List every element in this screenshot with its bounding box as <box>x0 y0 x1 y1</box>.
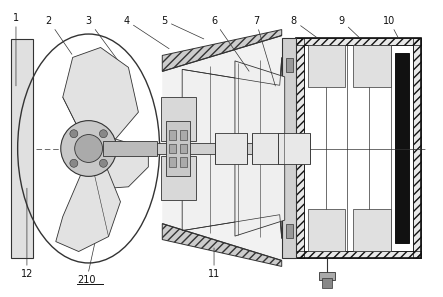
Bar <box>322 278 332 288</box>
Bar <box>252 132 284 165</box>
Text: 9: 9 <box>338 16 360 39</box>
Polygon shape <box>162 224 282 266</box>
Bar <box>161 157 196 200</box>
Text: 10: 10 <box>383 16 399 38</box>
Text: 12: 12 <box>21 188 33 279</box>
Polygon shape <box>162 30 282 71</box>
Circle shape <box>61 121 117 176</box>
Text: 4: 4 <box>124 16 169 49</box>
Bar <box>286 59 293 72</box>
Text: 2: 2 <box>46 16 72 54</box>
Bar <box>130 143 295 154</box>
Bar <box>169 143 176 154</box>
Bar <box>303 45 413 251</box>
Circle shape <box>99 130 107 138</box>
Bar <box>215 132 247 165</box>
Bar <box>169 157 176 168</box>
Circle shape <box>99 159 107 167</box>
Polygon shape <box>182 57 282 238</box>
Polygon shape <box>235 61 285 236</box>
Bar <box>166 121 190 176</box>
Polygon shape <box>162 36 282 260</box>
Circle shape <box>75 135 103 162</box>
Bar <box>354 209 391 251</box>
Bar <box>395 53 409 243</box>
Bar <box>278 132 310 165</box>
Bar <box>354 45 391 87</box>
Text: 210: 210 <box>78 241 96 285</box>
Bar <box>180 129 187 140</box>
Bar <box>295 37 421 258</box>
Polygon shape <box>63 48 138 149</box>
Text: 11: 11 <box>208 248 220 279</box>
Polygon shape <box>81 139 148 189</box>
Bar <box>169 129 176 140</box>
Bar <box>103 140 157 157</box>
Circle shape <box>70 130 78 138</box>
Text: 1: 1 <box>13 12 19 86</box>
Text: 5: 5 <box>161 16 204 39</box>
Bar <box>286 224 293 238</box>
Text: 8: 8 <box>291 16 319 39</box>
Bar <box>180 143 187 154</box>
Bar <box>11 39 33 258</box>
Polygon shape <box>56 149 120 252</box>
Bar <box>282 37 295 258</box>
Bar <box>161 97 196 140</box>
Text: 6: 6 <box>211 16 249 71</box>
Bar <box>307 45 346 87</box>
Bar <box>307 209 346 251</box>
Text: 7: 7 <box>253 16 276 86</box>
Bar <box>180 157 187 168</box>
Circle shape <box>70 159 78 167</box>
Bar <box>319 272 335 280</box>
Text: 3: 3 <box>85 16 130 76</box>
